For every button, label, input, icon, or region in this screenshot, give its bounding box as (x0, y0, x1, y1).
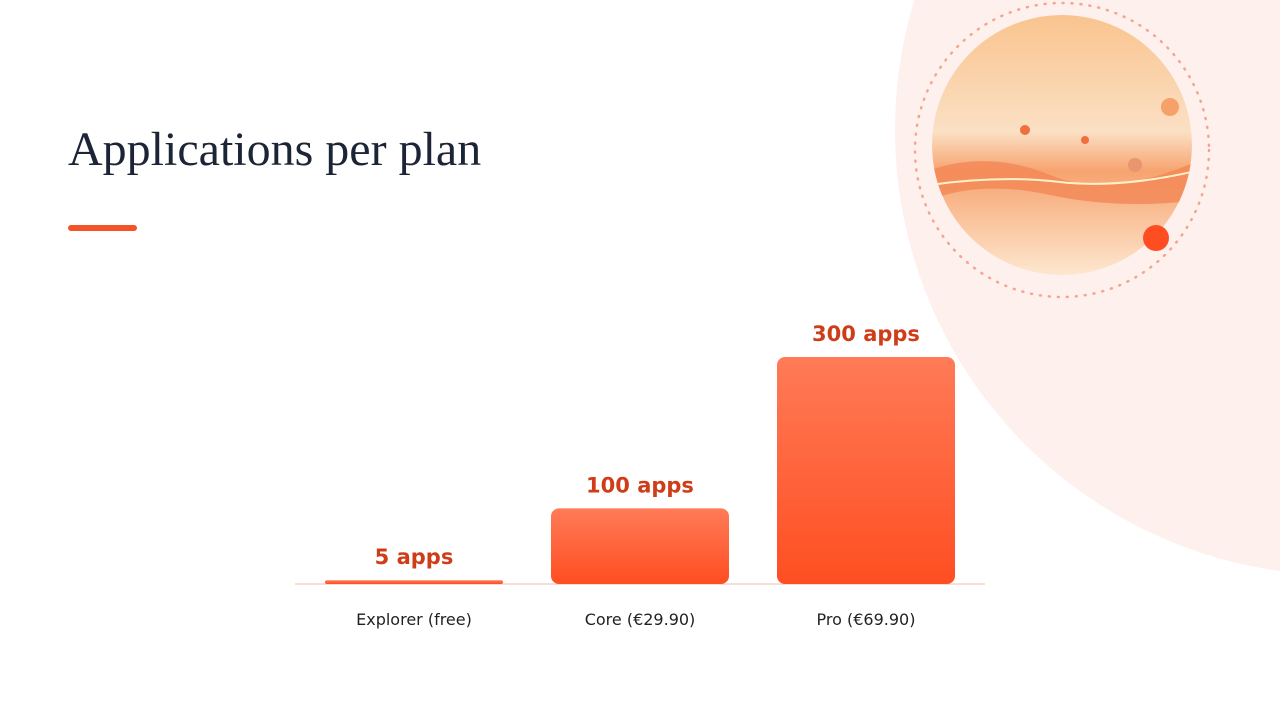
bar (777, 357, 955, 584)
chart-title: Applications per plan (68, 123, 481, 176)
value-label: 300 apps (812, 322, 920, 346)
x-tick-label: Explorer (free) (356, 610, 472, 629)
x-tick-label: Core (€29.90) (585, 610, 696, 629)
accent-dot (1143, 225, 1169, 251)
value-label: 100 apps (586, 473, 694, 497)
value-label: 5 apps (375, 545, 454, 569)
bar (551, 508, 729, 584)
illustration (932, 15, 1192, 275)
title-underline (68, 225, 137, 231)
x-tick-label: Pro (€69.90) (817, 610, 916, 629)
dotted-ring (913, 1, 1211, 299)
bar (325, 580, 503, 584)
